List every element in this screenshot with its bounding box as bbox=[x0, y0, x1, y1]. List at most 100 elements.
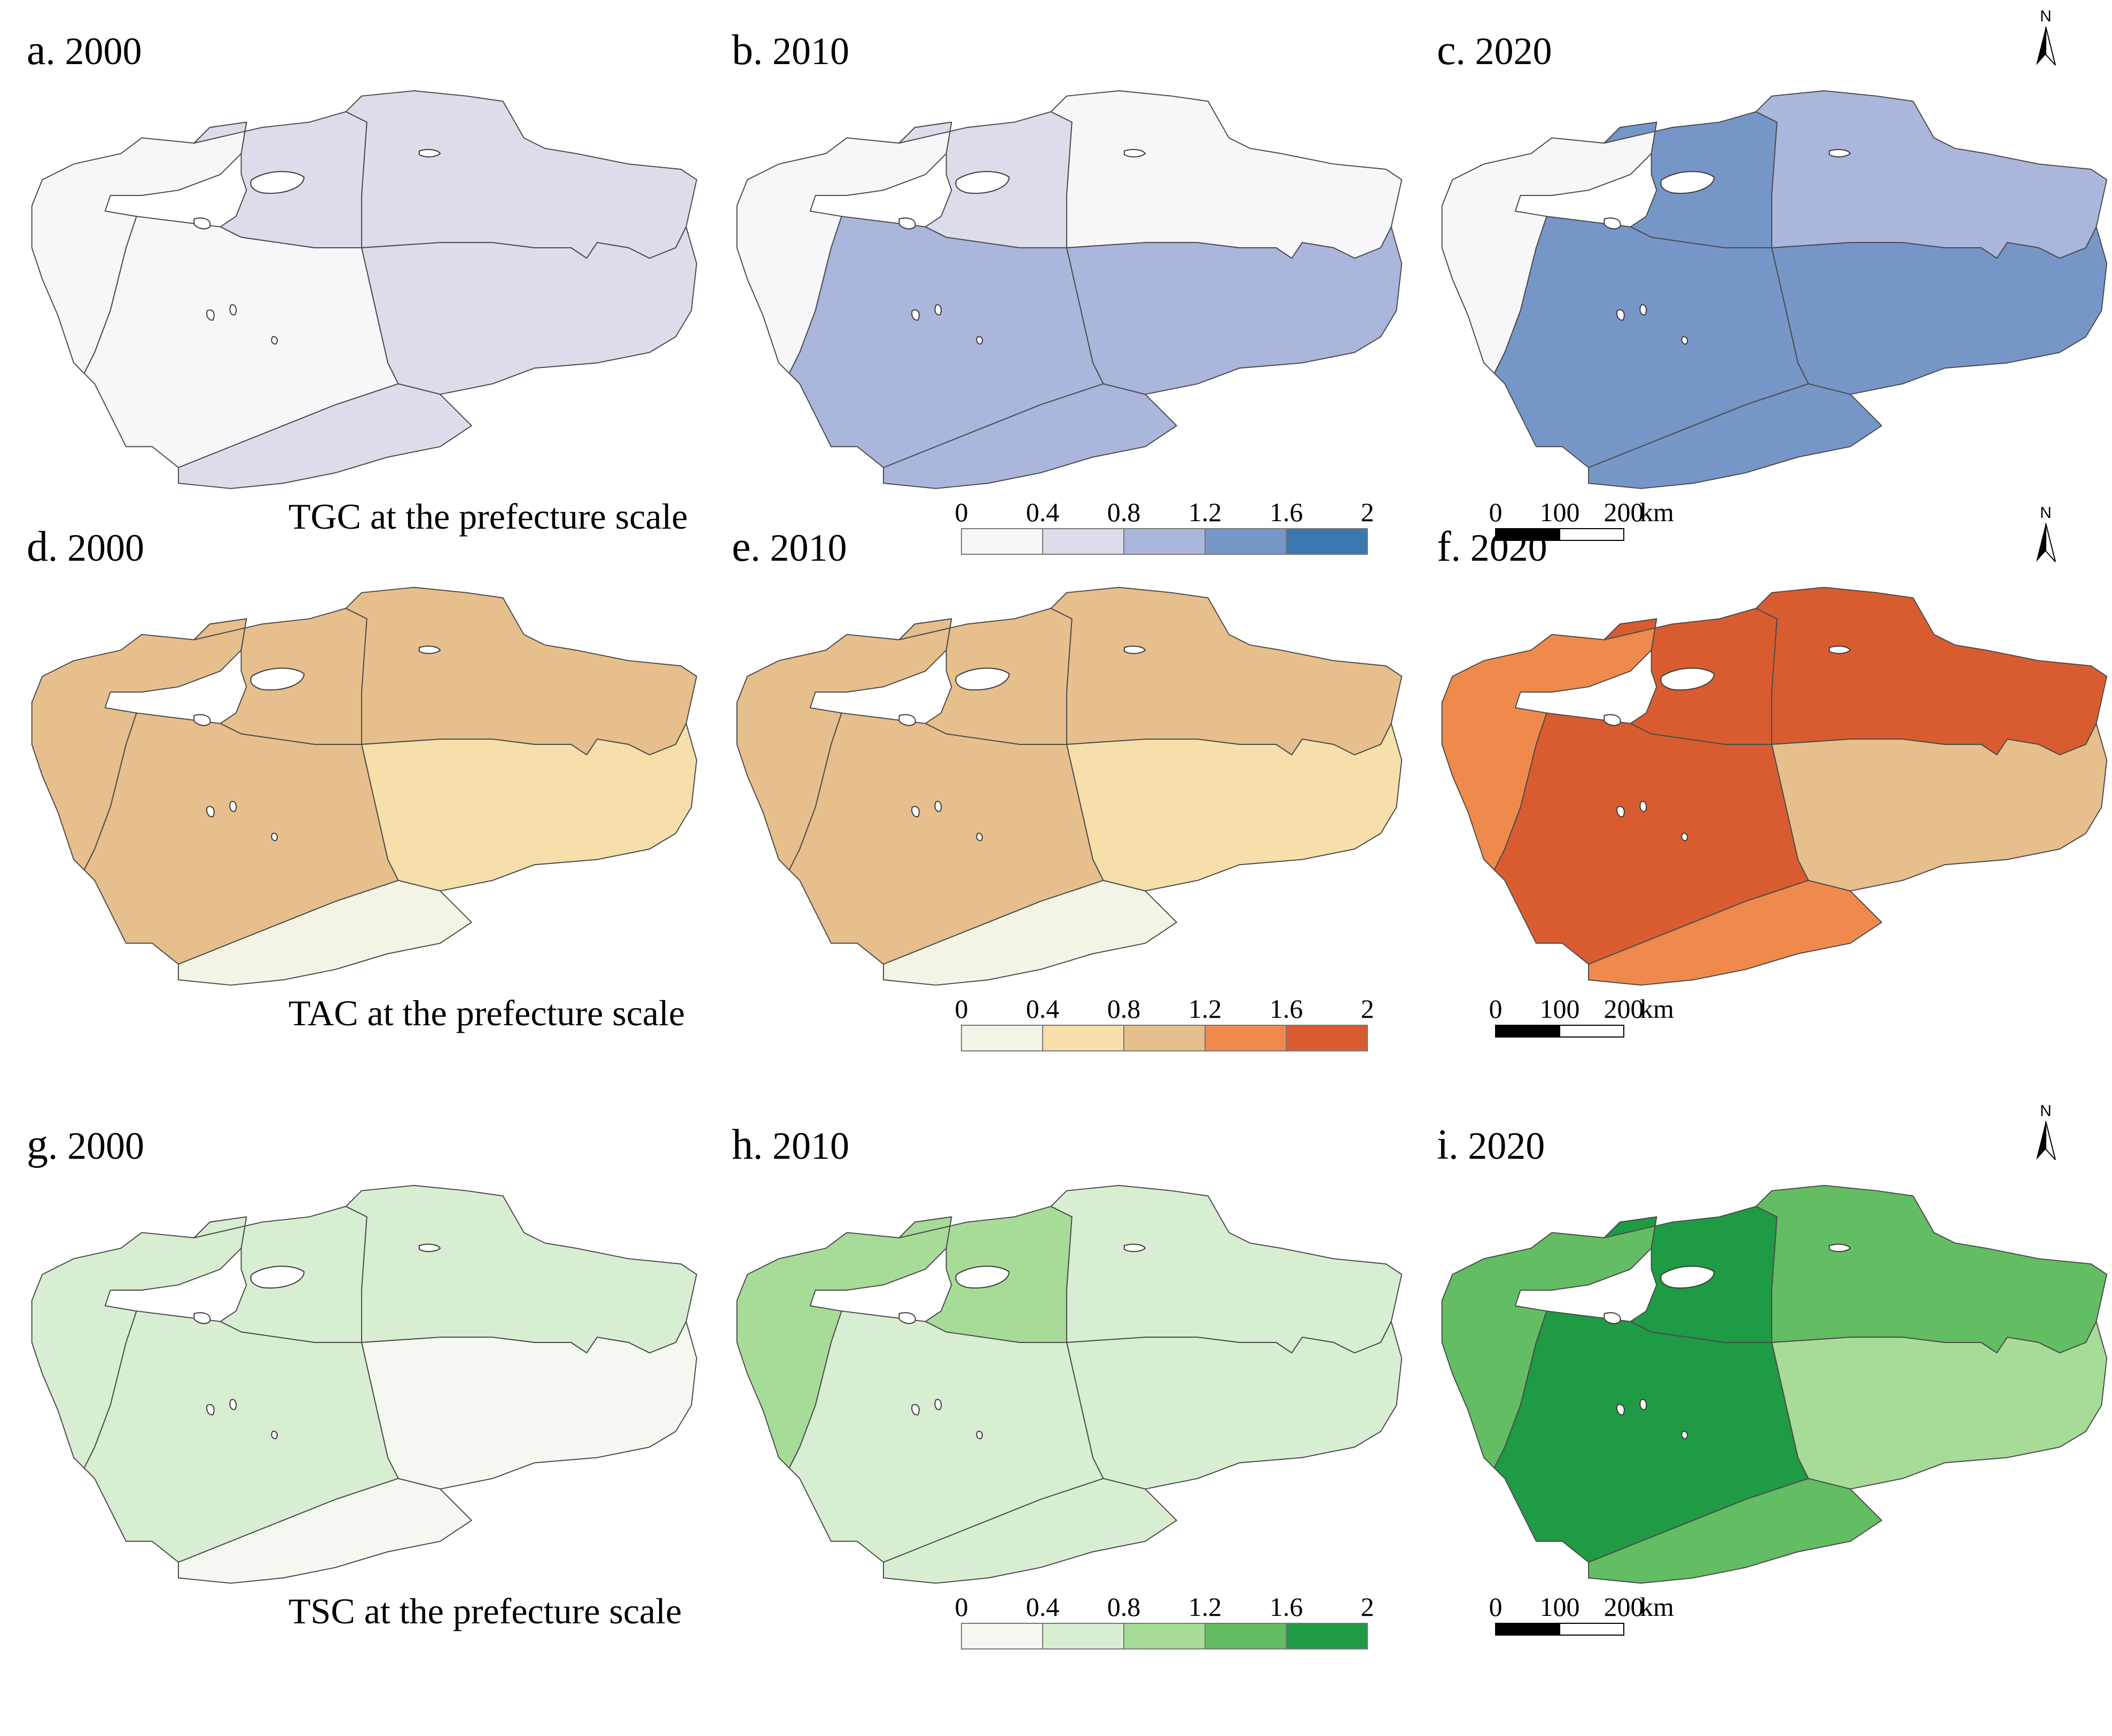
row-title: TAC at the prefecture scale bbox=[288, 993, 685, 1033]
lake bbox=[911, 1404, 920, 1416]
prefecture-region bbox=[361, 226, 698, 395]
prefecture-region bbox=[1066, 722, 1403, 892]
lake bbox=[934, 304, 942, 316]
panel-label: f. 2020 bbox=[1437, 523, 1547, 570]
legend-tick: 1.2 bbox=[1188, 497, 1222, 527]
row-title: TGC at the prefecture scale bbox=[288, 496, 688, 537]
prefecture-region bbox=[1588, 1478, 1882, 1584]
panel-d: d. 2000 bbox=[27, 523, 698, 986]
prefecture-region bbox=[788, 216, 1104, 468]
lake bbox=[1639, 800, 1647, 812]
prefecture-region bbox=[1050, 587, 1403, 756]
north-arrow-icon: N bbox=[2036, 504, 2056, 562]
lake bbox=[271, 1431, 278, 1440]
scale-unit: km bbox=[1640, 1592, 1674, 1622]
legend-tick: 0.4 bbox=[1026, 497, 1060, 527]
prefecture-region bbox=[345, 587, 698, 756]
lake bbox=[206, 1404, 215, 1416]
legend-tick: 0.4 bbox=[1026, 994, 1060, 1024]
legend: 0 0.4 0.8 1.2 1.6 2 bbox=[955, 497, 1374, 555]
prefecture-region bbox=[31, 618, 247, 871]
panel-label: b. 2010 bbox=[732, 27, 849, 74]
prefecture-region bbox=[345, 1185, 698, 1354]
legend-tick: 0 bbox=[955, 497, 968, 527]
legend-swatch bbox=[961, 1623, 1043, 1649]
lake bbox=[271, 336, 278, 345]
prefecture-region bbox=[1493, 1310, 1809, 1563]
prefecture-region bbox=[1441, 1216, 1657, 1469]
scale-tick: 0 bbox=[1489, 497, 1503, 527]
panel-label: g. 2000 bbox=[27, 1121, 144, 1168]
lake bbox=[1660, 667, 1715, 690]
lake bbox=[911, 806, 920, 818]
lake bbox=[1639, 304, 1647, 316]
lake bbox=[934, 1399, 942, 1410]
prefecture-region bbox=[1588, 879, 1882, 986]
legend: 0 0.4 0.8 1.2 1.6 2 bbox=[955, 1592, 1374, 1649]
scale-tick: 0 bbox=[1489, 1592, 1503, 1622]
prefecture-region bbox=[1066, 226, 1403, 395]
prefecture-region bbox=[83, 712, 399, 965]
panel-e: e. 2010 bbox=[732, 523, 1403, 986]
lake bbox=[418, 646, 441, 654]
prefecture-region bbox=[361, 722, 698, 892]
lake bbox=[1681, 1431, 1688, 1440]
prefecture-map bbox=[31, 587, 698, 986]
lake bbox=[193, 714, 211, 726]
lake bbox=[1616, 1404, 1625, 1416]
lake bbox=[1681, 832, 1688, 842]
lake bbox=[1123, 149, 1146, 158]
lake bbox=[193, 1312, 211, 1324]
panel-b: b. 2010 bbox=[732, 27, 1403, 489]
lake bbox=[898, 714, 916, 726]
lake bbox=[1660, 171, 1715, 194]
panel-h: h. 2010 bbox=[732, 1121, 1403, 1584]
legend-tick: 1.2 bbox=[1188, 1592, 1222, 1622]
row-tac: d. 2000 e. 2010 f. 2020 TAC at the prefectu… bbox=[27, 504, 2108, 1051]
svg-text:N: N bbox=[2040, 504, 2052, 522]
legend-tick: 0.8 bbox=[1107, 994, 1141, 1024]
lake bbox=[1828, 149, 1851, 158]
prefecture-region bbox=[345, 90, 698, 259]
prefecture-region bbox=[1493, 712, 1809, 965]
scale-tick: 200 bbox=[1604, 497, 1644, 527]
scale-unit: km bbox=[1640, 994, 1674, 1024]
lake bbox=[250, 1266, 305, 1289]
lake bbox=[1828, 1244, 1851, 1252]
lake bbox=[1681, 336, 1688, 345]
prefecture-map bbox=[1441, 587, 2108, 986]
lake bbox=[1639, 1399, 1647, 1410]
legend-swatch bbox=[1042, 1623, 1124, 1649]
panel-f: f. 2020 bbox=[1437, 523, 2108, 986]
legend-swatch bbox=[961, 1025, 1043, 1051]
prefecture-region bbox=[1755, 587, 2108, 756]
lake bbox=[955, 171, 1010, 194]
prefecture-map bbox=[736, 1185, 1403, 1584]
row-tgc: a. 2000 b. 2010 c. 2020 TGC at the prefectu… bbox=[27, 7, 2108, 555]
prefecture-region bbox=[31, 121, 247, 374]
legend-tick: 0 bbox=[955, 994, 968, 1024]
prefecture-region bbox=[736, 618, 952, 871]
north-arrow-icon: N bbox=[2036, 7, 2056, 66]
prefecture-region bbox=[178, 879, 472, 986]
prefecture-region bbox=[736, 121, 952, 374]
lake bbox=[976, 336, 983, 345]
panel-label: c. 2020 bbox=[1437, 27, 1552, 74]
prefecture-region bbox=[1050, 90, 1403, 259]
prefecture-region bbox=[31, 1216, 247, 1469]
lake bbox=[1123, 646, 1146, 654]
lake bbox=[934, 800, 942, 812]
prefecture-region bbox=[361, 1321, 698, 1490]
lake bbox=[229, 800, 237, 812]
lake bbox=[1603, 714, 1621, 726]
scale-tick: 200 bbox=[1604, 1592, 1644, 1622]
legend: 0 0.4 0.8 1.2 1.6 2 bbox=[955, 994, 1374, 1051]
lake bbox=[1123, 1244, 1146, 1252]
row-tsc: g. 2000 h. 2010 i. 2020 TSC at the prefectu… bbox=[27, 1102, 2108, 1649]
legend-swatch bbox=[961, 528, 1043, 555]
lake bbox=[1603, 217, 1621, 230]
